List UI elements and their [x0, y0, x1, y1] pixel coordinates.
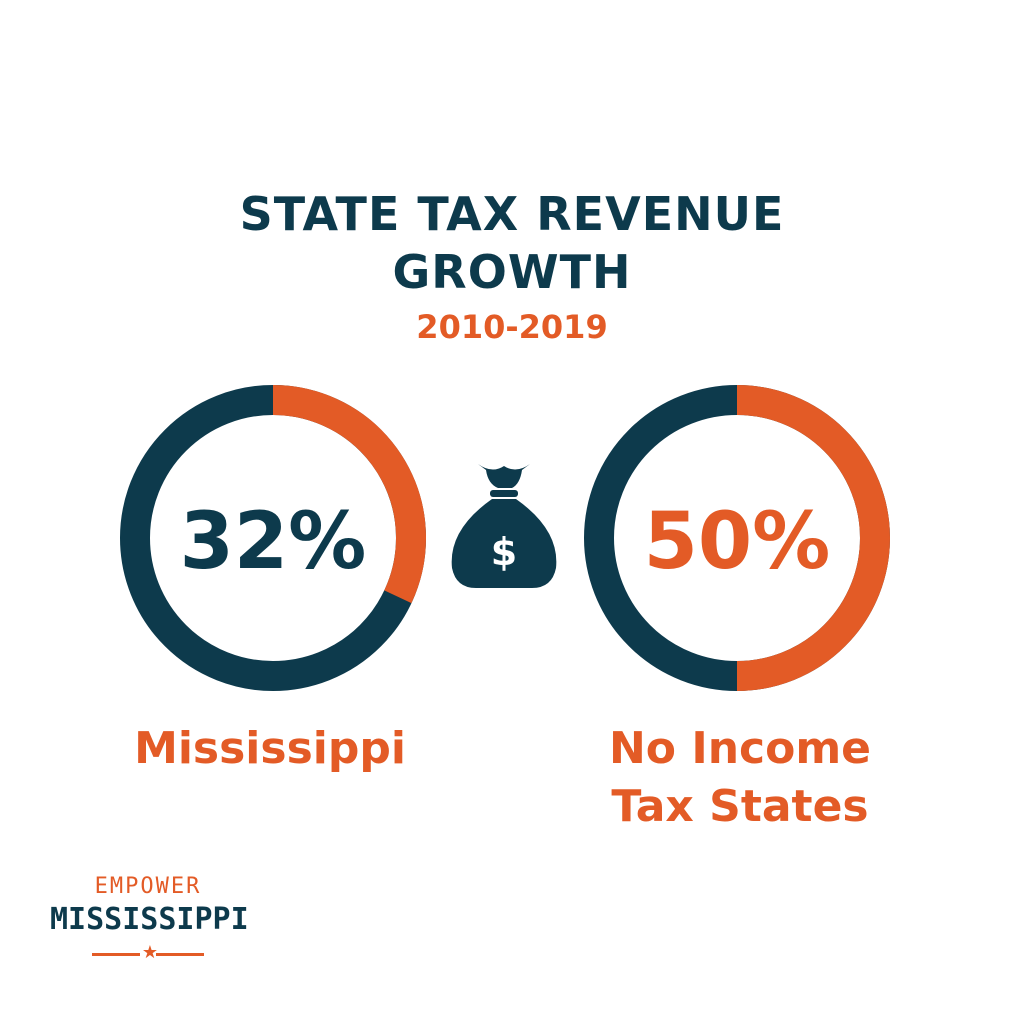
- svg-text:$: $: [491, 530, 517, 574]
- label-mississippi: Mississippi: [134, 723, 406, 774]
- donut-no-income-tax-states: 50%: [584, 385, 890, 691]
- donut-value-arc: [736, 385, 890, 691]
- label-no-income-line-2: Tax States: [611, 781, 869, 832]
- chart-title-line-1: STATE TAX REVENUE: [239, 187, 785, 241]
- star-icon: ★: [141, 942, 159, 963]
- donut-value-label: 50%: [644, 497, 831, 587]
- label-no-income-line-1: No Income: [608, 723, 872, 774]
- donut-value-label: 32%: [180, 497, 367, 587]
- label-no-income-tax-states: No Income Tax States: [560, 720, 920, 836]
- logo-rule-right: [156, 953, 204, 956]
- donut-mississippi: 32%: [120, 385, 426, 691]
- money-bag-icon: $: [451, 464, 557, 588]
- logo-rule-left: [92, 953, 140, 956]
- empower-mississippi-logo: EMPOWER MISSISSIPPI ★: [50, 872, 250, 972]
- logo-empower-text: EMPOWER: [94, 874, 202, 899]
- logo-mississippi-text: MISSISSIPPI: [50, 902, 249, 937]
- chart-title-line-2: GROWTH: [392, 245, 632, 299]
- chart-subtitle: 2010-2019: [416, 308, 608, 346]
- donut-value-arc: [272, 385, 426, 604]
